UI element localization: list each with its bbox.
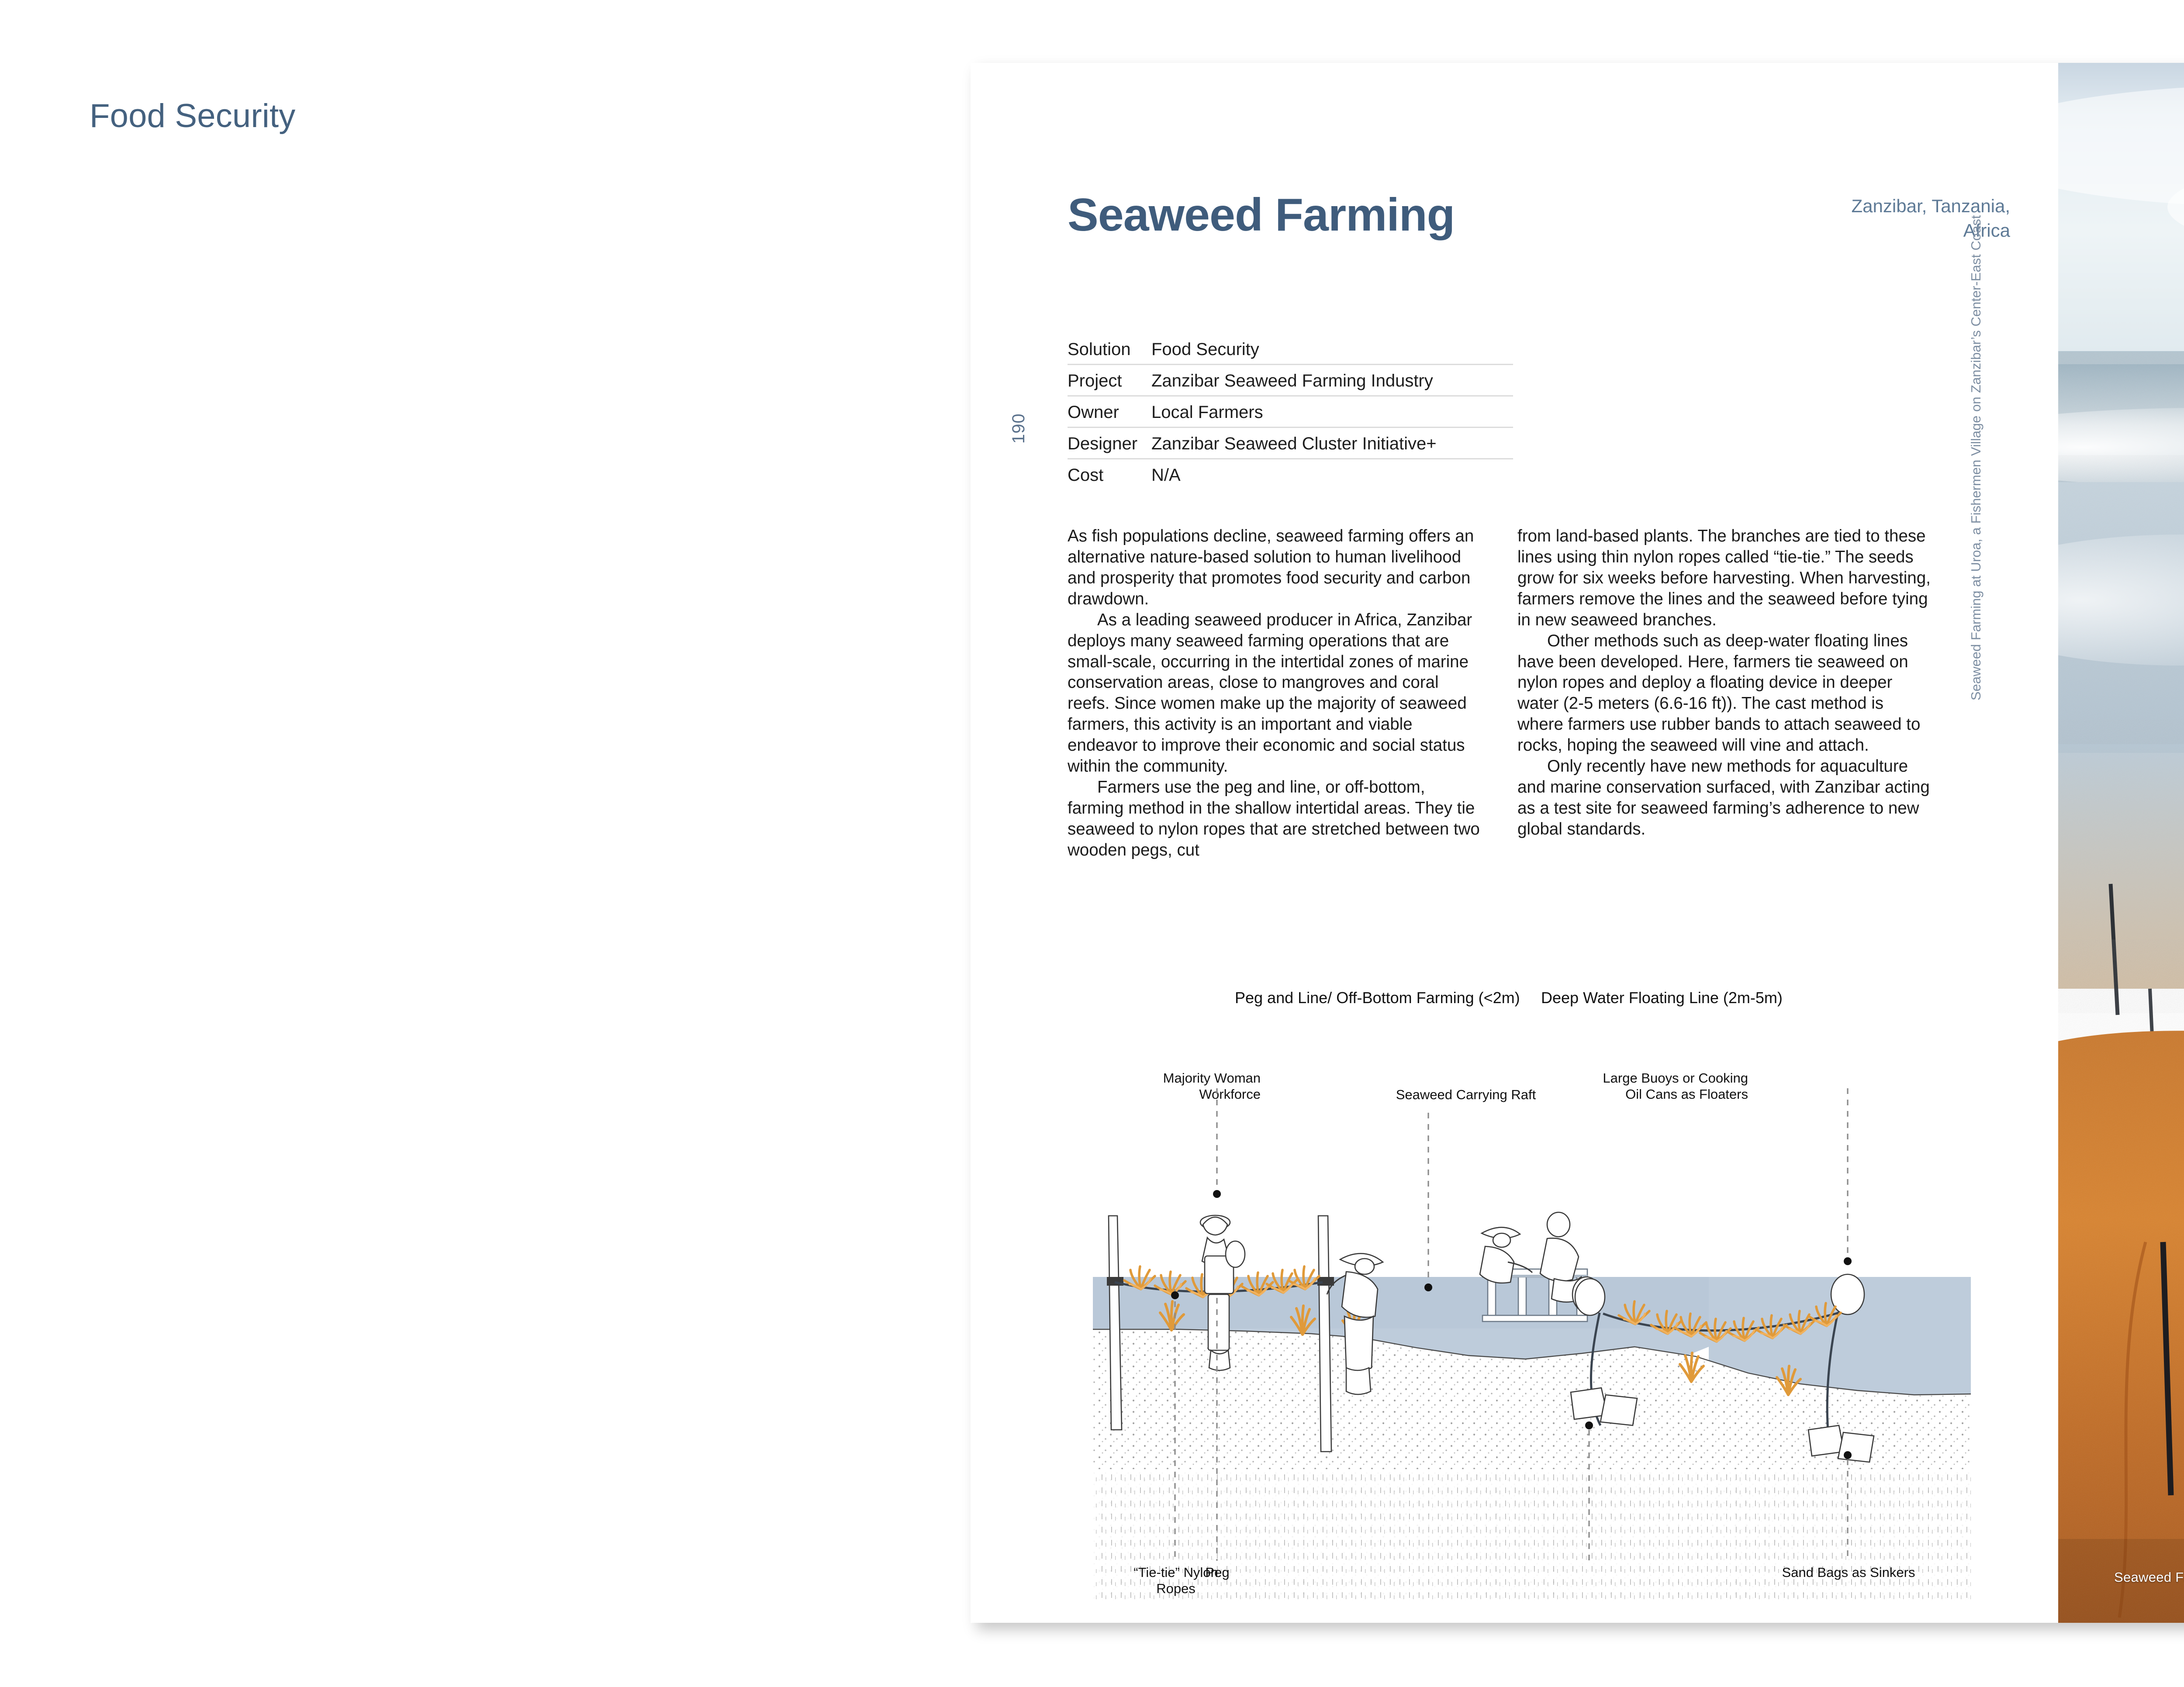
location-line-1: Zanzibar, Tanzania, bbox=[1851, 196, 2010, 216]
paragraph: Only recently have new methods for aquac… bbox=[1517, 757, 1930, 838]
seaweed-farming-diagram: Peg and Line/ Off-Bottom Farming (<2m) D… bbox=[1040, 989, 2028, 1600]
paragraph: As a leading seaweed producer in Africa,… bbox=[1068, 610, 1472, 776]
diagram-illustration bbox=[1093, 1088, 1971, 1600]
table-row: Designer Zanzibar Seaweed Cluster Initia… bbox=[1068, 428, 1513, 459]
meta-key: Project bbox=[1068, 371, 1122, 390]
table-row: Cost N/A bbox=[1068, 459, 1513, 490]
label-sand-bags: Sand Bags as Sinkers bbox=[1782, 1565, 1915, 1580]
table-row: Owner Local Farmers bbox=[1068, 397, 1513, 428]
paragraph: from land-based plants. The branches are… bbox=[1517, 527, 1931, 629]
label-line: Ropes bbox=[1156, 1581, 1196, 1597]
metadata-table: Solution Food Security Project Zanzibar … bbox=[1068, 334, 1513, 490]
diagram-vertical-caption: Seaweed Farming at Uroa, a Fishermen Vil… bbox=[1968, 215, 1984, 700]
left-page: 190 Seaweed Farming Zanzibar, Tanzania, … bbox=[971, 63, 2058, 1623]
seaweed-farm-photograph bbox=[2058, 63, 2184, 1623]
article-title: Seaweed Farming bbox=[1068, 189, 1455, 241]
book-spread: 190 Seaweed Farming Zanzibar, Tanzania, … bbox=[971, 63, 2184, 1623]
page-title: Food Security bbox=[90, 97, 296, 135]
paragraph: As fish populations decline, seaweed far… bbox=[1068, 527, 1474, 608]
meta-value: N/A bbox=[1151, 466, 1181, 485]
photo-caption: Seaweed Farm / Uroa, Zanzibar / Wikimedi… bbox=[2114, 1570, 2184, 1585]
location-line-2: Africa bbox=[1963, 220, 2010, 241]
table-row: Project Zanzibar Seaweed Farming Industr… bbox=[1068, 365, 1513, 397]
diagram-title-peg-line: Peg and Line/ Off-Bottom Farming (<2m) bbox=[1235, 989, 1520, 1007]
label-line: Large Buoys or Cooking bbox=[1603, 1070, 1748, 1086]
label-tie-tie-nylon-ropes: “Tie-tie” Nylon Ropes bbox=[1106, 1564, 1246, 1597]
meta-value: Local Farmers bbox=[1151, 403, 1263, 422]
label-peg: Peg bbox=[1205, 1565, 1230, 1580]
right-page-photo: Seaweed Farm / Uroa, Zanzibar / Wikimedi… bbox=[2058, 63, 2184, 1623]
meta-value: Zanzibar Seaweed Farming Industry bbox=[1151, 371, 1433, 390]
table-row: Solution Food Security bbox=[1068, 334, 1513, 365]
meta-value: Zanzibar Seaweed Cluster Initiative+ bbox=[1151, 434, 1437, 453]
label-seaweed-carrying-raft: Seaweed Carrying Raft bbox=[1396, 1087, 1536, 1102]
paragraph: Farmers use the peg and line, or off-bot… bbox=[1068, 778, 1480, 859]
body-column-right: from land-based plants. The branches are… bbox=[1517, 526, 1932, 840]
label-large-buoys: Large Buoys or Cooking Oil Cans as Float… bbox=[1477, 1070, 1748, 1102]
page-folio: 190 bbox=[1009, 413, 1028, 444]
diagram-title-deep-water: Deep Water Floating Line (2m-5m) bbox=[1541, 989, 1783, 1007]
meta-value: Food Security bbox=[1151, 340, 1259, 359]
label-line: Workforce bbox=[1199, 1087, 1261, 1102]
meta-key: Cost bbox=[1068, 466, 1104, 485]
body-column-left: As fish populations decline, seaweed far… bbox=[1068, 526, 1482, 861]
location-label: Zanzibar, Tanzania, Africa bbox=[1852, 194, 2010, 243]
meta-key: Designer bbox=[1068, 434, 1138, 453]
label-line: Majority Woman bbox=[1163, 1070, 1261, 1086]
meta-key: Owner bbox=[1068, 403, 1119, 422]
label-line: “Tie-tie” Nylon bbox=[1133, 1565, 1218, 1580]
label-majority-woman-workforce: Majority Woman Workforce bbox=[1130, 1070, 1261, 1102]
meta-key: Solution bbox=[1068, 340, 1131, 359]
label-line: Oil Cans as Floaters bbox=[1625, 1087, 1748, 1102]
paragraph: Other methods such as deep-water floatin… bbox=[1517, 631, 1921, 755]
